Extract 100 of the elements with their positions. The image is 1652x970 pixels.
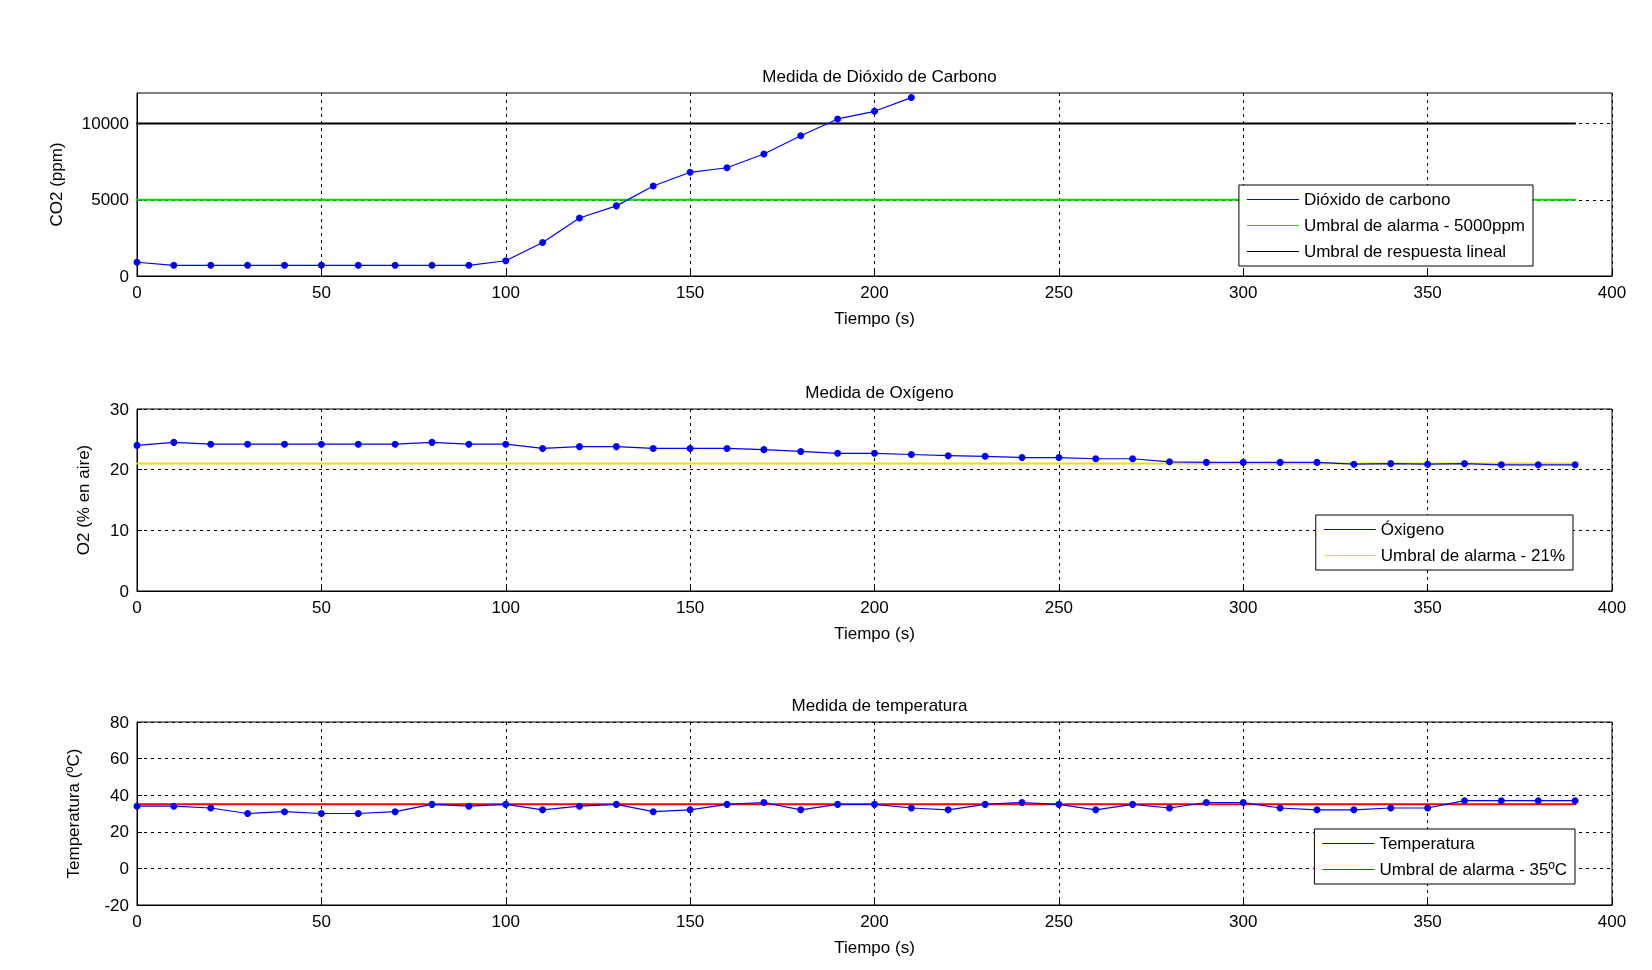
y-tick-label: 30 — [110, 399, 129, 419]
point — [834, 449, 842, 457]
point — [207, 804, 215, 812]
point — [281, 808, 288, 816]
point — [502, 800, 510, 808]
point — [1424, 804, 1432, 812]
point — [1571, 461, 1579, 469]
point — [944, 806, 952, 814]
point — [797, 132, 805, 140]
point — [133, 441, 141, 449]
x-tick-label: 300 — [1229, 912, 1258, 931]
point — [649, 182, 657, 190]
x-tick-label: 200 — [860, 598, 889, 617]
x-tick-label: 200 — [860, 912, 889, 931]
point — [723, 800, 731, 808]
point — [871, 449, 878, 457]
point — [686, 444, 694, 452]
point — [1055, 454, 1063, 462]
point — [1534, 461, 1542, 469]
y-tick-label: 60 — [110, 749, 129, 769]
y-axis-title: CO2 (ppm) — [47, 142, 66, 227]
x-tick-label: 100 — [491, 912, 520, 931]
y-tick-label: 0 — [119, 266, 129, 286]
point — [981, 800, 989, 808]
point — [354, 440, 362, 448]
point — [871, 107, 878, 115]
point — [244, 261, 252, 269]
x-tick-label: 100 — [491, 598, 520, 617]
x-tick-label: 350 — [1413, 598, 1442, 617]
chart-title: Medida de Dióxido de Carbono — [762, 67, 997, 86]
x-tick-label: 350 — [1413, 283, 1442, 302]
x-tick-label: 400 — [1597, 283, 1627, 302]
x-tick-label: 250 — [1044, 598, 1074, 617]
point — [686, 168, 694, 176]
point — [281, 440, 288, 448]
point — [465, 802, 473, 810]
point — [797, 447, 805, 455]
point — [391, 808, 399, 816]
point — [1018, 454, 1026, 462]
point — [1129, 800, 1137, 808]
point — [1202, 799, 1210, 807]
x-axis-title: Tiempo (s) — [834, 309, 915, 328]
point — [317, 440, 325, 448]
point — [465, 261, 473, 269]
point — [539, 444, 547, 452]
point — [907, 94, 915, 102]
point — [391, 261, 399, 269]
point — [760, 799, 768, 807]
x-tick-label: 50 — [311, 283, 331, 302]
legend-label: Umbral de alarma - 35ºC — [1379, 860, 1567, 879]
point — [612, 443, 620, 451]
point — [723, 164, 731, 172]
point — [981, 452, 989, 460]
x-axis-title: Tiempo (s) — [834, 938, 915, 957]
legend-label: Dióxido de carbono — [1303, 190, 1451, 209]
chart-title: Medida de Oxígeno — [805, 383, 954, 402]
point — [612, 800, 620, 808]
point — [1092, 455, 1100, 463]
y-tick-label: -20 — [104, 895, 129, 915]
point — [354, 261, 362, 269]
point — [1313, 458, 1321, 466]
point — [649, 444, 657, 452]
point — [317, 261, 325, 269]
point — [1202, 458, 1210, 466]
point — [1239, 458, 1247, 466]
x-tick-label: 150 — [675, 912, 705, 931]
legend-label: Umbral de alarma - 5000ppm — [1303, 216, 1526, 235]
y-tick-label: 0 — [119, 581, 129, 601]
point — [834, 115, 842, 123]
point — [1350, 806, 1358, 814]
point — [1387, 460, 1395, 468]
point — [944, 452, 952, 460]
point — [317, 810, 325, 817]
point — [1387, 804, 1395, 812]
y-tick-label: 10000 — [81, 114, 129, 133]
point — [1166, 458, 1173, 466]
x-tick-label: 400 — [1597, 912, 1627, 931]
legend-label: Temperatura — [1379, 834, 1476, 853]
y-tick-label: 80 — [110, 712, 129, 732]
x-tick-label: 350 — [1413, 912, 1442, 931]
point — [1129, 455, 1137, 463]
point — [207, 261, 215, 269]
point — [1092, 806, 1100, 814]
point — [907, 804, 915, 812]
y-tick-label: 10 — [110, 520, 129, 540]
y-tick-label: 40 — [110, 785, 129, 805]
x-tick-label: 0 — [132, 598, 142, 617]
point — [834, 800, 842, 808]
point — [133, 258, 141, 266]
point — [539, 238, 547, 246]
point — [1571, 797, 1579, 805]
point — [1276, 458, 1284, 466]
y-axis-title: O2 (% en aire) — [74, 444, 93, 556]
point — [723, 444, 731, 452]
point — [428, 261, 436, 269]
point — [1461, 460, 1468, 468]
point — [207, 440, 215, 448]
point — [502, 440, 510, 448]
point — [1461, 797, 1468, 805]
x-tick-label: 100 — [491, 283, 520, 302]
